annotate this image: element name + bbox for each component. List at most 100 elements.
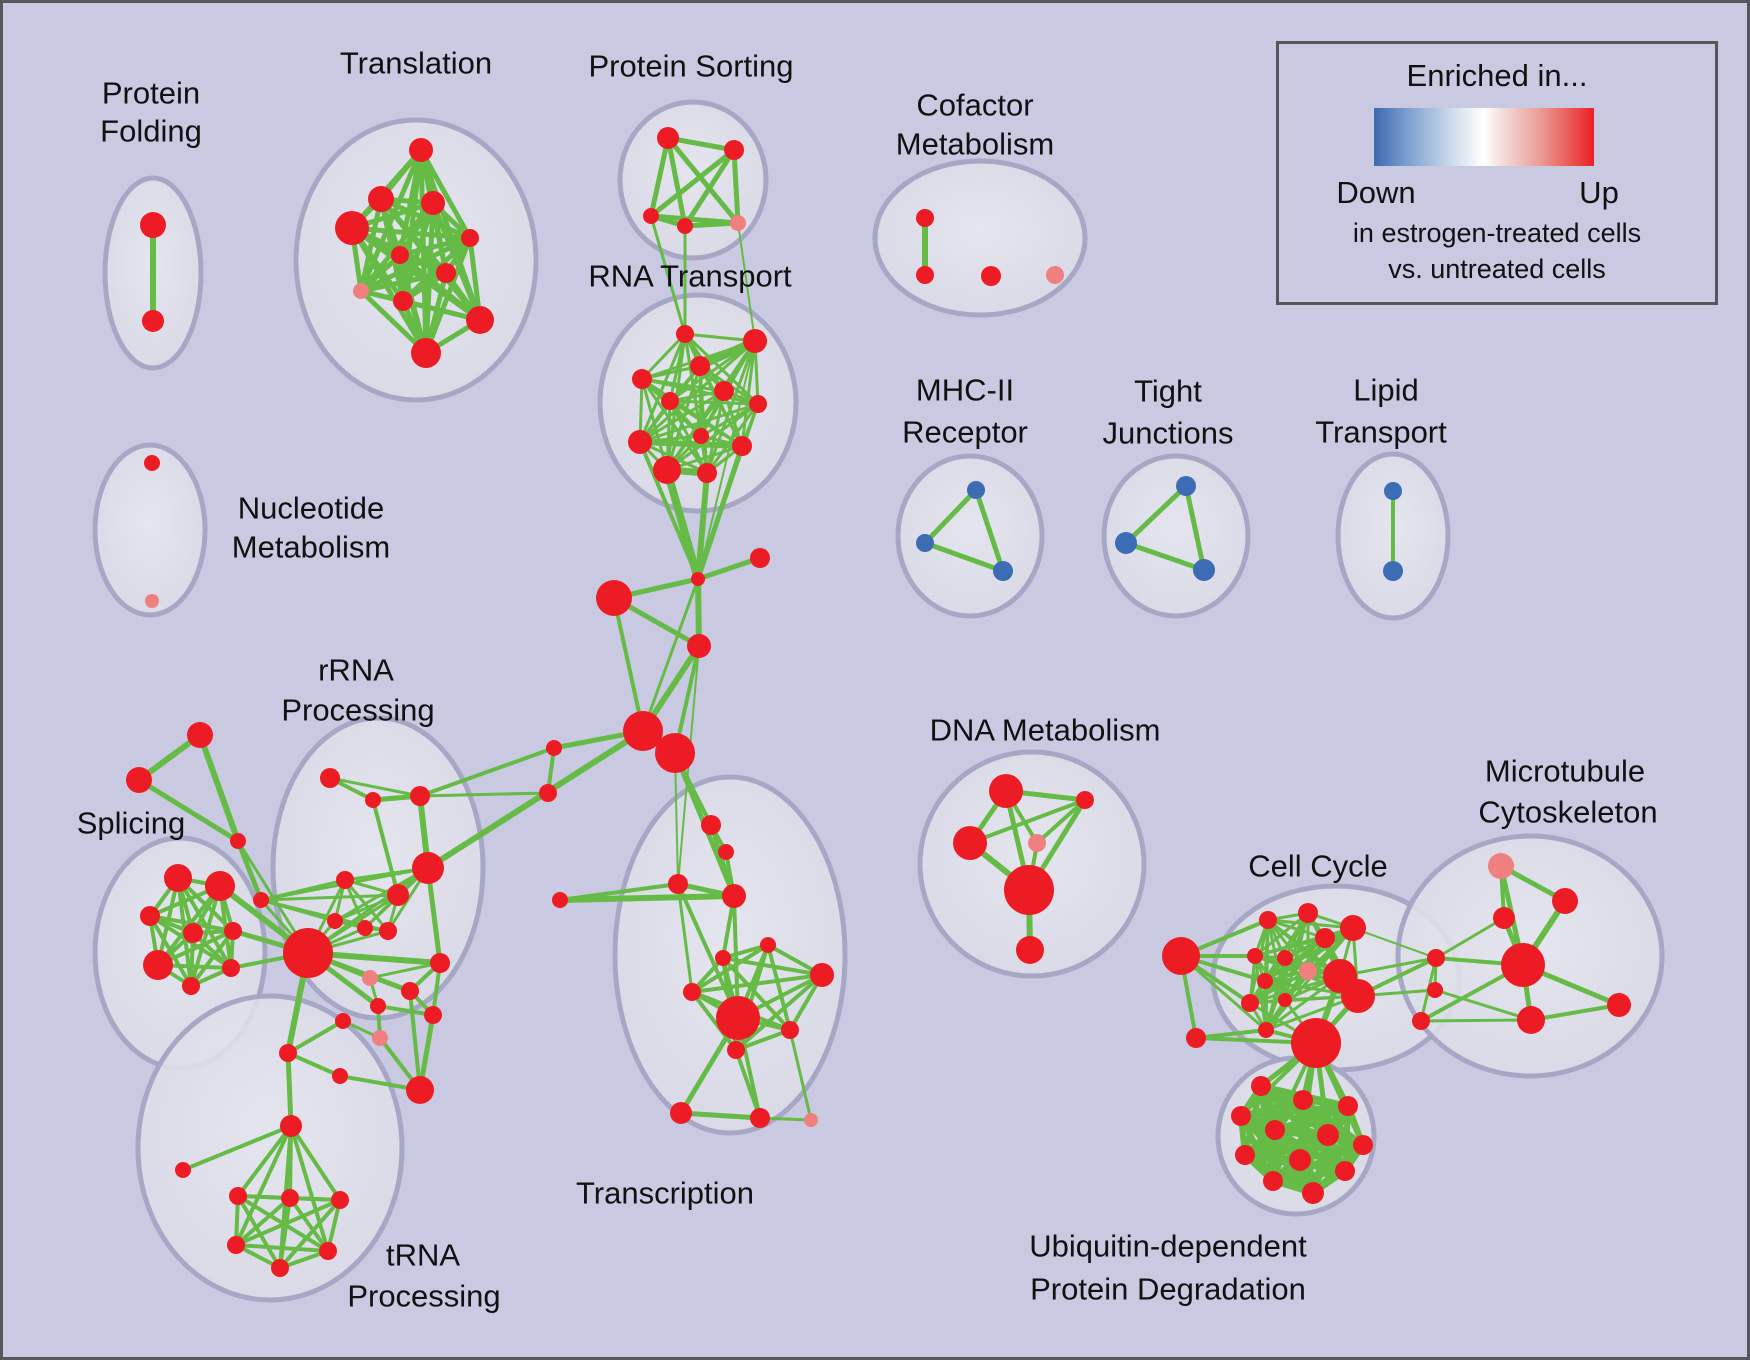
- node-s2[interactable]: [140, 906, 160, 926]
- node-rb5[interactable]: [335, 1013, 351, 1029]
- node-u1[interactable]: [1293, 1090, 1313, 1110]
- node-r8[interactable]: [628, 430, 652, 454]
- node-mh0[interactable]: [967, 481, 985, 499]
- node-lp1[interactable]: [1383, 561, 1403, 581]
- node-ps1[interactable]: [724, 140, 744, 160]
- node-cc15[interactable]: [1341, 979, 1375, 1013]
- node-tr1[interactable]: [718, 844, 734, 860]
- node-mt2[interactable]: [1493, 907, 1515, 929]
- node-tr6[interactable]: [760, 937, 776, 953]
- node-mt5[interactable]: [1427, 982, 1443, 998]
- node-cm3[interactable]: [1046, 266, 1064, 284]
- node-tj2[interactable]: [1193, 559, 1215, 581]
- node-tr8[interactable]: [683, 983, 701, 1001]
- node-r9[interactable]: [732, 436, 752, 456]
- node-tr14[interactable]: [804, 1113, 818, 1127]
- node-t10[interactable]: [411, 338, 441, 368]
- node-t3[interactable]: [421, 191, 445, 215]
- node-tj0[interactable]: [1176, 476, 1196, 496]
- node-tr5[interactable]: [715, 950, 731, 966]
- node-cm2[interactable]: [981, 266, 1001, 286]
- node-ps0[interactable]: [657, 127, 679, 149]
- node-tr2[interactable]: [668, 874, 688, 894]
- node-st2[interactable]: [230, 833, 246, 849]
- node-ra10[interactable]: [362, 970, 378, 986]
- node-t2[interactable]: [368, 186, 394, 212]
- node-ra2[interactable]: [410, 786, 430, 806]
- node-u8[interactable]: [1289, 1149, 1311, 1171]
- node-u3[interactable]: [1231, 1106, 1251, 1126]
- node-cc3[interactable]: [1298, 903, 1318, 923]
- node-tr4[interactable]: [552, 892, 568, 908]
- node-s4[interactable]: [224, 922, 242, 940]
- node-r6[interactable]: [749, 395, 767, 413]
- node-dm4[interactable]: [1004, 865, 1054, 915]
- node-cc12[interactable]: [1258, 1022, 1274, 1038]
- node-pf0[interactable]: [140, 212, 166, 238]
- node-u10[interactable]: [1263, 1171, 1283, 1191]
- node-r3[interactable]: [632, 369, 652, 389]
- node-ps2[interactable]: [643, 208, 659, 224]
- node-r7[interactable]: [693, 428, 709, 444]
- node-u11[interactable]: [1302, 1182, 1324, 1204]
- node-cc6[interactable]: [1247, 948, 1263, 964]
- node-mt0[interactable]: [1488, 853, 1514, 879]
- node-u7[interactable]: [1235, 1145, 1255, 1165]
- node-mh2[interactable]: [993, 561, 1013, 581]
- node-cc4[interactable]: [1315, 928, 1335, 948]
- node-dm1[interactable]: [1076, 791, 1094, 809]
- node-ra11[interactable]: [430, 953, 450, 973]
- node-st1[interactable]: [126, 767, 152, 793]
- node-rb2[interactable]: [370, 998, 386, 1014]
- node-ra13[interactable]: [253, 892, 269, 908]
- node-mt4[interactable]: [1427, 949, 1445, 967]
- node-u4[interactable]: [1265, 1120, 1285, 1140]
- node-tr3[interactable]: [722, 884, 746, 908]
- node-t9[interactable]: [466, 306, 494, 334]
- node-cc7[interactable]: [1277, 950, 1293, 966]
- node-ra1[interactable]: [365, 792, 381, 808]
- node-t5[interactable]: [391, 246, 409, 264]
- node-dm2[interactable]: [953, 826, 987, 860]
- node-mt8[interactable]: [1607, 993, 1631, 1017]
- node-tn8[interactable]: [279, 1044, 297, 1062]
- node-st0[interactable]: [187, 722, 213, 748]
- node-u6[interactable]: [1353, 1135, 1373, 1155]
- node-mt1[interactable]: [1552, 888, 1578, 914]
- node-mt7[interactable]: [1517, 1006, 1545, 1034]
- node-tn9[interactable]: [332, 1068, 348, 1084]
- node-tj1[interactable]: [1115, 532, 1137, 554]
- node-r2[interactable]: [690, 356, 710, 376]
- node-tn7[interactable]: [271, 1259, 289, 1277]
- node-tr12[interactable]: [670, 1102, 692, 1124]
- node-cm0[interactable]: [916, 209, 934, 227]
- node-c3[interactable]: [687, 634, 711, 658]
- node-ps3[interactable]: [677, 218, 693, 234]
- node-tn2[interactable]: [229, 1187, 247, 1205]
- node-ra8[interactable]: [412, 852, 444, 884]
- node-t8[interactable]: [393, 291, 413, 311]
- node-ra4[interactable]: [327, 913, 343, 929]
- node-mt6[interactable]: [1412, 1012, 1430, 1030]
- node-mt3[interactable]: [1501, 943, 1545, 987]
- node-ra3[interactable]: [336, 871, 354, 889]
- node-rb3[interactable]: [424, 1006, 442, 1024]
- node-c0[interactable]: [691, 572, 705, 586]
- node-ra12[interactable]: [401, 982, 419, 1000]
- node-cc14[interactable]: [1291, 1018, 1341, 1068]
- node-s5[interactable]: [143, 950, 173, 980]
- node-ra5[interactable]: [357, 920, 373, 936]
- node-d3[interactable]: [539, 784, 557, 802]
- node-s6[interactable]: [182, 977, 200, 995]
- node-u2[interactable]: [1338, 1096, 1358, 1116]
- node-d1[interactable]: [655, 733, 695, 773]
- node-d2[interactable]: [546, 740, 562, 756]
- node-cc1[interactable]: [1186, 1028, 1206, 1048]
- node-pf1[interactable]: [142, 310, 164, 332]
- node-tr9[interactable]: [716, 996, 760, 1040]
- node-cc5[interactable]: [1340, 915, 1366, 941]
- node-tn3[interactable]: [281, 1189, 299, 1207]
- node-s7[interactable]: [222, 959, 240, 977]
- node-tn5[interactable]: [227, 1236, 245, 1254]
